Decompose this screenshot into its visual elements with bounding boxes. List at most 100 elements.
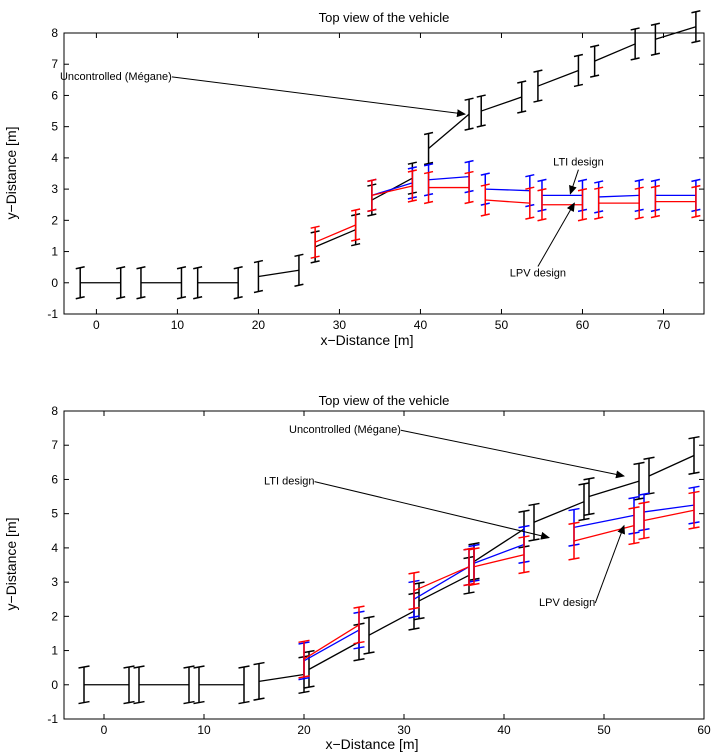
annotation-lti-design: LTI design — [553, 157, 604, 169]
chart-bottom-title: Top view of the vehicle — [319, 393, 450, 408]
wheel-mark — [633, 461, 645, 466]
wheel-mark — [408, 571, 420, 575]
vehicle-body-line — [643, 509, 695, 522]
wheel-mark — [253, 289, 264, 294]
x-tick-label: 70 — [657, 318, 671, 332]
chart-top-ylabel: y−Distance [m] — [3, 127, 19, 220]
wheel-mark — [630, 57, 640, 61]
wheel-mark — [407, 199, 417, 203]
wheel-mark — [630, 27, 640, 31]
wheel-mark — [193, 266, 203, 270]
wheel-mark — [363, 651, 375, 655]
y-tick-label: -1 — [47, 307, 58, 321]
y-tick-label: 3 — [51, 182, 58, 196]
annotation-arrow — [537, 202, 575, 267]
wheel-mark — [78, 665, 90, 669]
wheel-mark — [688, 435, 700, 440]
wheel-mark — [691, 184, 701, 189]
wheel-mark — [136, 296, 146, 300]
wheel-mark — [594, 186, 604, 190]
wheel-mark — [537, 217, 547, 222]
wheel-mark — [353, 658, 365, 662]
wheel-mark — [176, 296, 187, 300]
wheel-mark — [573, 83, 584, 88]
y-tick-label: 5 — [51, 507, 58, 521]
vehicle-body-line — [314, 224, 356, 243]
vehicle-body-line — [594, 43, 636, 62]
wheel-mark — [691, 40, 701, 44]
wheel-mark — [367, 178, 377, 183]
wheel-mark — [310, 225, 320, 229]
wheel-mark — [628, 541, 640, 546]
wheel-mark — [294, 253, 304, 258]
y-tick-label: 6 — [51, 472, 58, 486]
wheel-mark — [78, 700, 90, 705]
vehicle-body-line — [308, 641, 360, 670]
wheel-mark — [634, 216, 644, 220]
y-tick-label: 0 — [51, 678, 58, 692]
y-tick-label: 2 — [51, 609, 58, 623]
vehicle-body-line — [598, 194, 640, 198]
wheel-mark — [123, 665, 135, 669]
wheel-mark — [528, 538, 540, 542]
vehicle-body-line — [258, 269, 300, 278]
wheel-mark — [468, 582, 480, 587]
wheel-mark — [116, 296, 126, 300]
vehicle-body-line — [303, 629, 360, 662]
wheel-mark — [363, 615, 375, 620]
chart-top: Top view of the vehicle 0 10 20 30 40 50 60 70-… — [3, 10, 705, 348]
vehicle-body-line — [428, 175, 470, 181]
wheel-mark — [423, 163, 434, 167]
wheel-mark — [75, 266, 85, 270]
wheel-mark — [253, 259, 264, 264]
chart-bottom-xlabel: x−Distance [m] — [326, 736, 419, 752]
vehicle-body-line — [485, 188, 530, 192]
vehicle-body-line — [537, 69, 579, 87]
y-tick-label: 1 — [51, 644, 58, 658]
wheel-mark — [476, 124, 486, 128]
wheel-mark — [468, 542, 480, 546]
wheel-mark — [298, 639, 310, 644]
vehicle-body-line — [413, 566, 470, 592]
vehicle-body-line — [655, 26, 697, 40]
wheel-mark — [568, 521, 580, 525]
vehicle-body-line — [573, 514, 635, 528]
vehicle-body-line — [413, 566, 470, 600]
y-tick-label: 4 — [51, 151, 58, 165]
y-tick-label: 8 — [51, 404, 58, 418]
wheel-mark — [133, 700, 145, 705]
annotation-arrow — [171, 76, 467, 118]
wheel-mark — [533, 69, 543, 73]
chart-bottom: Top view of the vehicle 0 10 20 30 40 50 60-10… — [3, 393, 711, 752]
y-tick-label: 1 — [51, 245, 58, 259]
wheel-mark — [176, 266, 187, 270]
wheel-mark — [367, 213, 377, 217]
wheel-mark — [518, 570, 530, 575]
chart-top-ticks: 0 10 20 30 40 50 60 70 -1 0 1 2 3 4 5 6 7 8 — [47, 26, 704, 332]
wheel-mark — [464, 127, 474, 131]
wheel-mark — [233, 266, 243, 270]
wheel-mark — [480, 172, 490, 176]
chart-top-plot — [75, 10, 701, 300]
chart-top-axes-box — [63, 32, 705, 315]
wheel-mark — [423, 131, 434, 136]
annotation-uncontrolled-m-gane: Uncontrolled (Mégane) — [289, 424, 401, 436]
wheel-mark — [423, 161, 434, 166]
wheel-mark — [351, 242, 361, 247]
vehicle-body-line — [368, 610, 415, 636]
wheel-mark — [650, 22, 661, 26]
wheel-mark — [298, 676, 310, 681]
y-tick-label: 7 — [51, 57, 58, 71]
wheel-mark — [518, 509, 530, 514]
wheel-mark — [480, 213, 490, 217]
x-tick-label: 40 — [414, 318, 428, 332]
wheel-mark — [303, 685, 315, 689]
wheel-mark — [525, 216, 535, 220]
wheel-mark — [123, 700, 135, 705]
wheel-mark — [590, 44, 600, 48]
annotation-arrow — [594, 524, 625, 604]
wheel-mark — [294, 283, 304, 288]
wheel-mark — [517, 110, 527, 114]
wheel-mark — [537, 188, 547, 192]
chart-top-title: Top view of the vehicle — [319, 10, 450, 25]
